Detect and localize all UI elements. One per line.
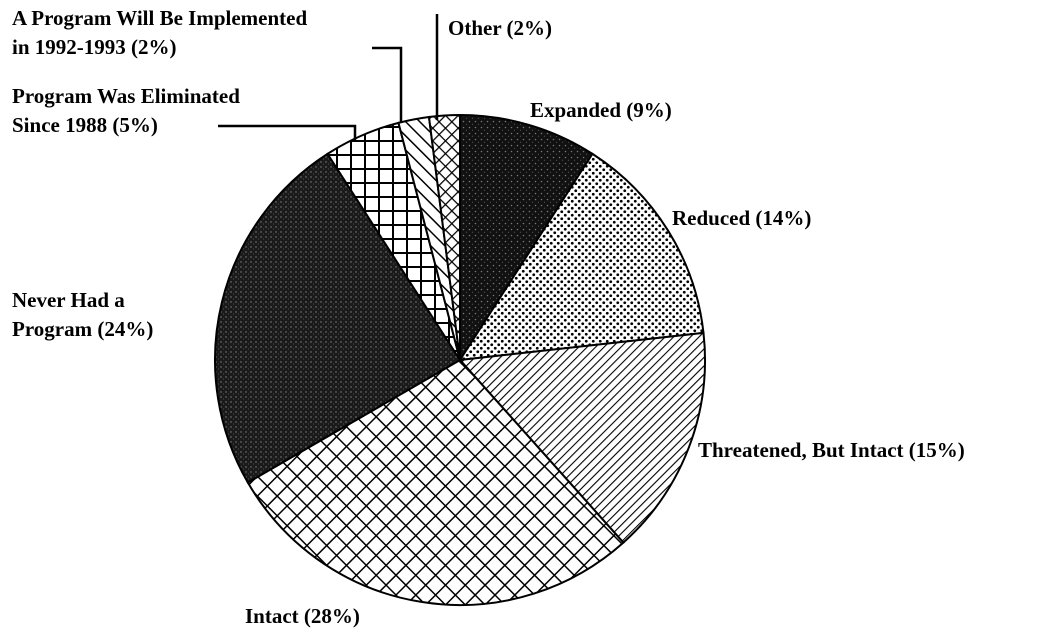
value-label: (14%) bbox=[755, 206, 811, 230]
value-label: (2%) bbox=[131, 35, 177, 59]
category-label: Threatened, But Intact bbox=[698, 438, 909, 462]
slice-label: Intact (28%) bbox=[245, 604, 360, 628]
pie-slice bbox=[246, 358, 625, 606]
value-label: (9%) bbox=[626, 98, 672, 122]
slice-label: in 1992-1993 (2%) bbox=[12, 35, 177, 59]
pie-slice bbox=[458, 152, 705, 362]
value-label: (28%) bbox=[304, 604, 360, 628]
pie bbox=[214, 113, 706, 606]
pie-slice bbox=[457, 331, 706, 545]
value-label: (15%) bbox=[909, 438, 965, 462]
slice-label: Reduced (14%) bbox=[672, 206, 811, 230]
pie-slice bbox=[427, 113, 461, 361]
value-label: (24%) bbox=[97, 317, 153, 341]
pie-slice bbox=[214, 152, 462, 484]
leader-line bbox=[372, 46, 403, 122]
slice-label: Other (2%) bbox=[448, 16, 552, 40]
value-label: (2%) bbox=[507, 16, 553, 40]
slice-label: A Program Will Be Implemented bbox=[12, 6, 307, 30]
slice-label: Expanded (9%) bbox=[530, 98, 672, 122]
category-label: Expanded bbox=[530, 98, 626, 122]
category-label: Reduced bbox=[672, 206, 755, 230]
slice-label: Threatened, But Intact (15%) bbox=[698, 438, 965, 462]
slice-label: Never Had a bbox=[12, 288, 125, 312]
labels: Expanded (9%) Reduced (14%) Threatened, Bu… bbox=[12, 6, 965, 628]
value-label: (5%) bbox=[112, 113, 158, 137]
pie-slice bbox=[459, 113, 594, 364]
slice-label: Since 1988 (5%) bbox=[12, 113, 158, 137]
slice-label: Program Was Eliminated bbox=[12, 84, 240, 108]
slice-label: Program (24%) bbox=[12, 317, 153, 341]
category-label: Intact bbox=[245, 604, 304, 628]
category-label: Other bbox=[448, 16, 507, 40]
leader-line bbox=[218, 124, 357, 140]
